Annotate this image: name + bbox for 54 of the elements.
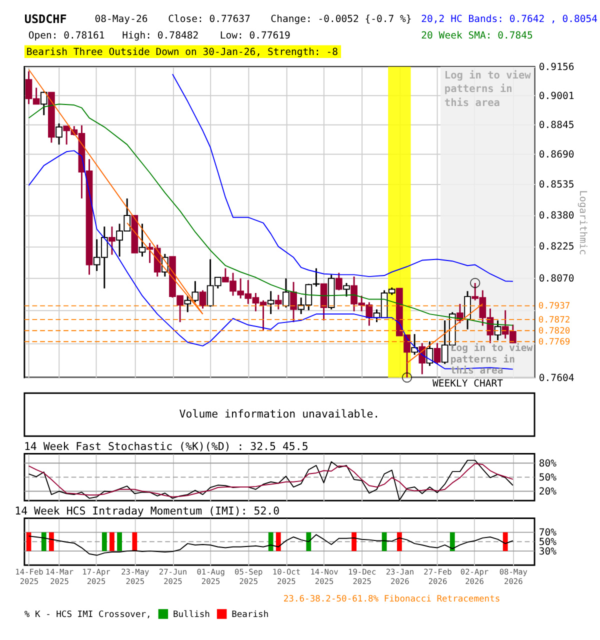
- y-tick-label: 0.8845: [538, 120, 574, 132]
- text: High: 0.78482: [122, 30, 199, 42]
- y-tick-label: 50%: [538, 537, 557, 548]
- x-tick-label: 23-May 2025: [121, 567, 150, 586]
- band-label: Log in to view patterns in this area: [444, 69, 532, 109]
- y-tick-label: 0.8225: [538, 242, 574, 253]
- text: Open: 0.78161: [28, 30, 105, 42]
- y-tick-label: 20%: [538, 486, 557, 498]
- x-tick-label: 19-Dec 2025: [348, 567, 376, 586]
- y-tick-label: 80%: [538, 458, 557, 470]
- chart-title: 14 Week HCS Intraday Momentum (IMI): 52.0: [14, 504, 280, 518]
- chart-title: 14 Week Fast Stochastic (%K)(%D) : 32.5 45.5: [24, 440, 308, 453]
- text: Low: 0.77619: [220, 30, 291, 42]
- y-tick-label: 0.8535: [538, 180, 574, 191]
- y-tick-label: 0.8690: [538, 150, 574, 161]
- text: Volume information unavailable.: [179, 408, 380, 421]
- y-tick-label: 0.7604: [538, 372, 574, 384]
- x-tick-label: 01-Aug 2025: [196, 567, 225, 586]
- text: 23.6-38.2-50-61.8% Fibonacci Retracements: [283, 594, 500, 604]
- y-tick-label: 70%: [538, 528, 557, 539]
- text: WEEKLY CHART: [432, 378, 504, 390]
- x-tick-label: 10-Oct 2025: [272, 567, 301, 586]
- text: Bearish Three Outside Down on 30-Jan-26, Strength: -8: [26, 47, 338, 58]
- x-tick-label: 27-Feb 2026: [424, 567, 452, 586]
- text: 08-May-26: [94, 14, 148, 25]
- text: Close: 0.77637: [168, 14, 251, 25]
- y-tick-label: 0.8380: [538, 210, 574, 222]
- chart-title: USDCHF: [24, 12, 67, 26]
- x-tick-label: 23-Jan 2026: [386, 567, 414, 586]
- legend-title: % K - HCS IMI Crossover,: [24, 610, 152, 620]
- x-tick-label: 17-Apr 2025: [82, 567, 111, 586]
- x-tick-label: 27-Jun 2025: [158, 567, 188, 586]
- x-tick-label: 14-Feb 2025: [15, 567, 44, 586]
- y-tick-label: 0.9156: [538, 62, 574, 74]
- y-tick-label: 30%: [538, 546, 557, 558]
- text: 20 Week SMA: 0.7845: [421, 30, 533, 42]
- x-tick-label: 08-May 2026: [499, 567, 528, 586]
- ref-line-label: 0.7820: [538, 326, 570, 337]
- annotation: Log in to view patterns in this area: [450, 343, 533, 377]
- x-tick-label: 14-Mar 2025: [45, 567, 74, 586]
- x-tick-label: 05-Sep 2025: [234, 567, 264, 586]
- y-tick-label: 0.8070: [538, 273, 574, 284]
- legend-label: Bullish: [172, 610, 210, 620]
- x-tick-label: 02-Apr 2026: [460, 567, 489, 586]
- ref-line-label: 0.7769: [538, 338, 570, 348]
- ref-line-label: 0.7937: [538, 302, 570, 312]
- y-tick-label: 0.9001: [538, 90, 574, 102]
- y-tick-label: 50%: [538, 472, 557, 484]
- text: 20,2 HC Bands: 0.7642 , 0.8054: [421, 14, 598, 25]
- x-tick-label: 14-Nov 2025: [310, 567, 339, 586]
- ref-line-label: 0.7872: [538, 316, 570, 326]
- y-axis-title: Logarithmic: [577, 190, 588, 256]
- legend-label: Bearish: [232, 610, 269, 620]
- text: Change: -0.0052 {-0.7 %}: [270, 14, 412, 25]
